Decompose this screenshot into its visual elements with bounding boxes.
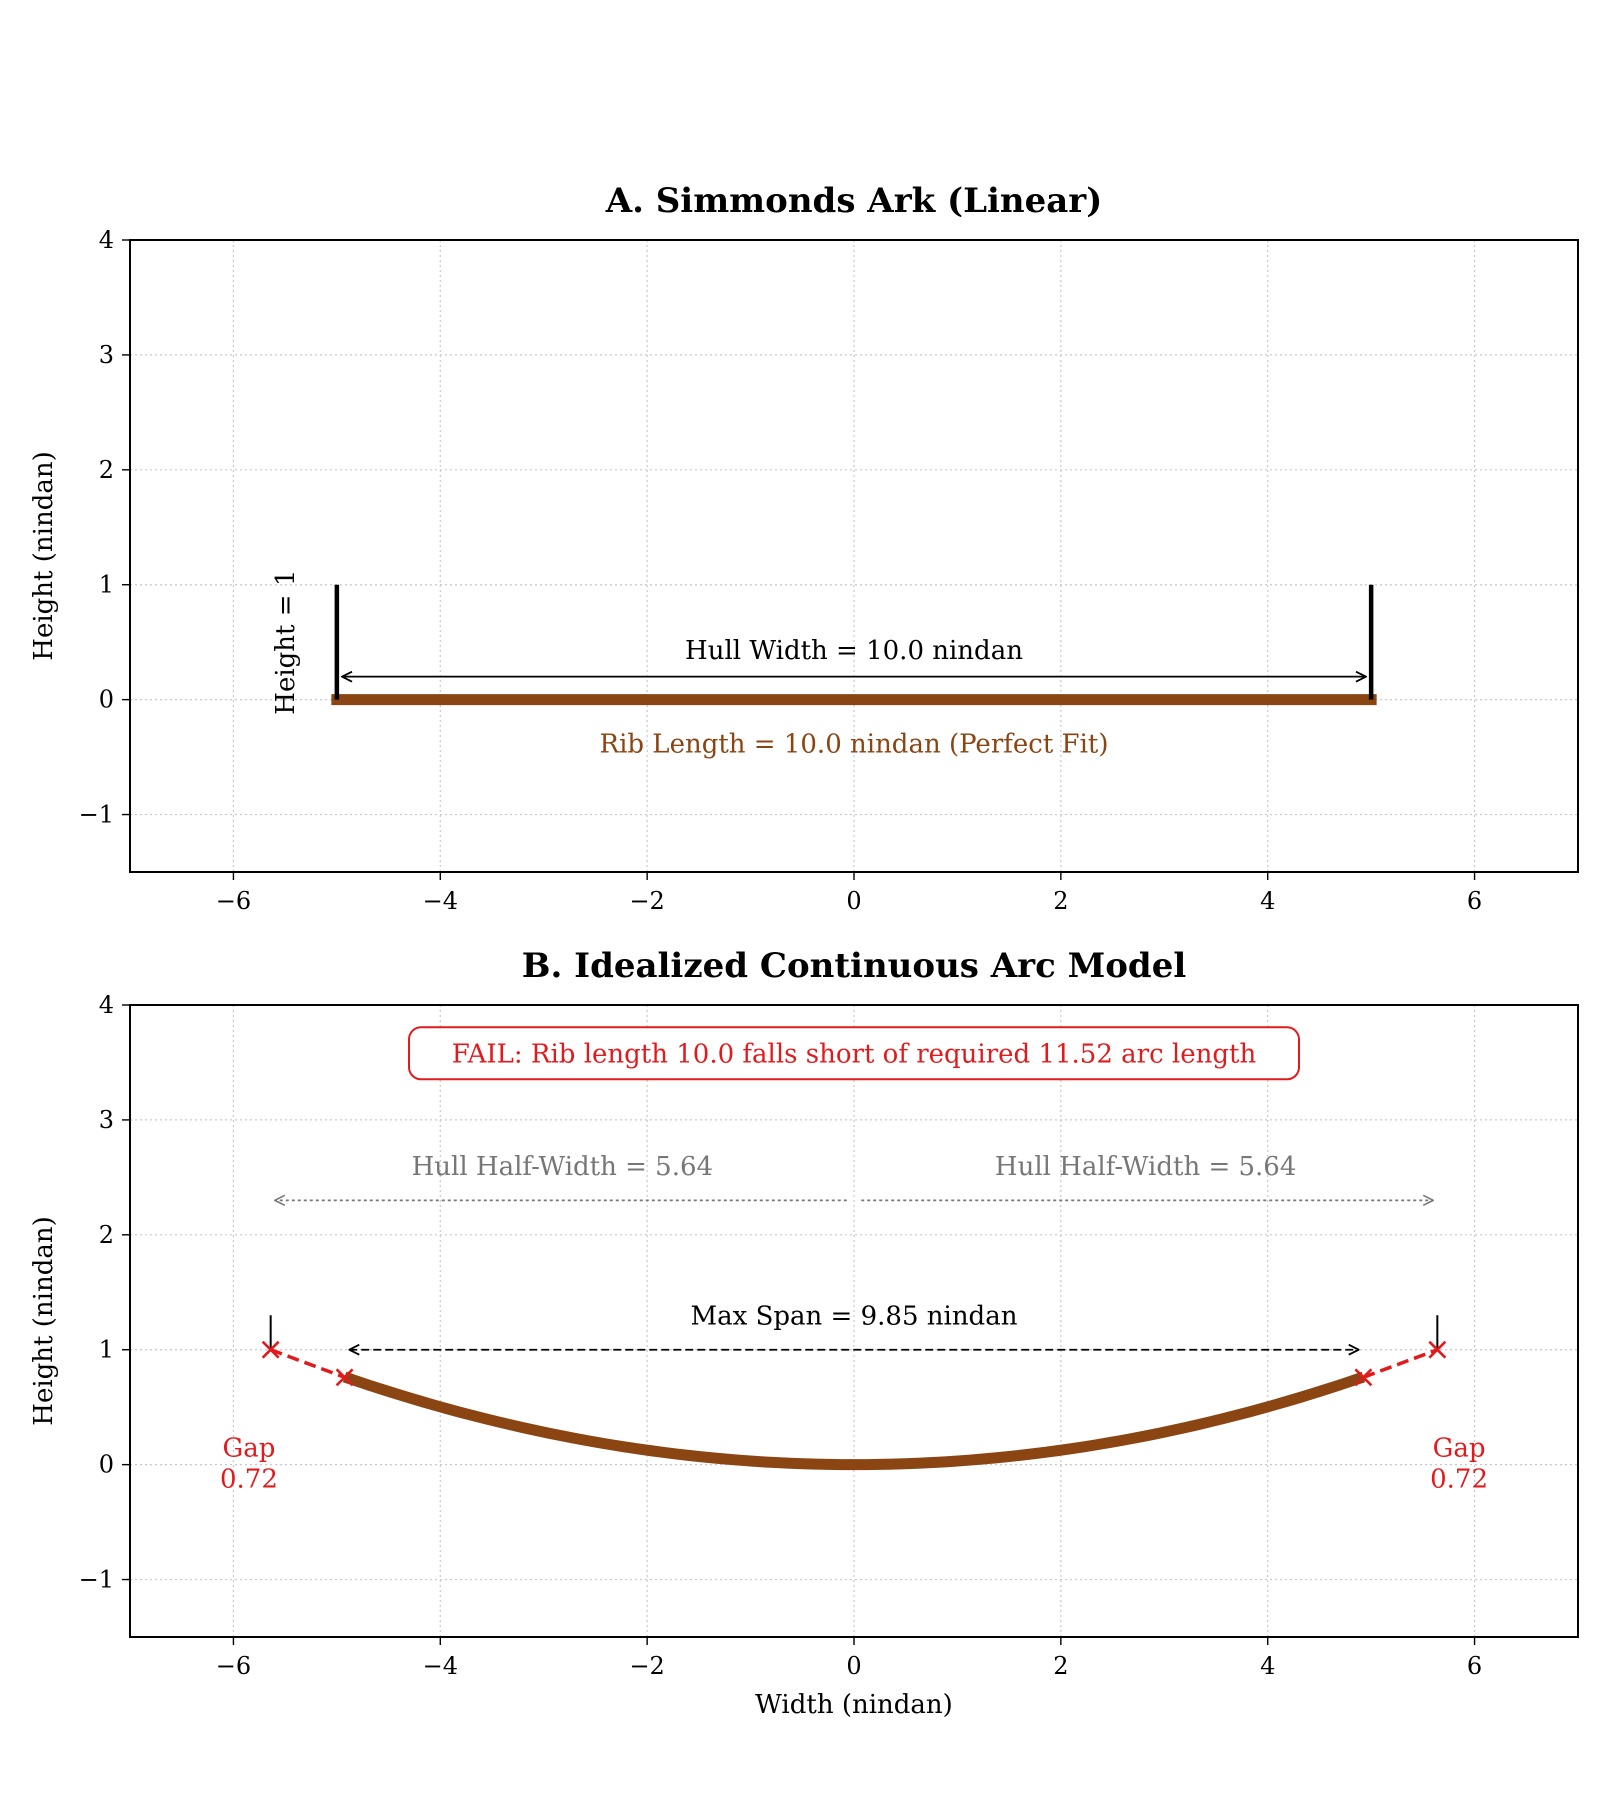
rib-arc-line xyxy=(342,1371,1366,1471)
y-tick-label: 2 xyxy=(99,456,114,484)
annotation-text: Rib Length = 10.0 nindan (Perfect Fit) xyxy=(600,729,1109,759)
annotation-text: FAIL: Rib length 10.0 falls short of req… xyxy=(452,1039,1257,1069)
chart-title: B. Idealized Continuous Arc Model xyxy=(522,946,1187,986)
panel-a-chart: −6 −4 −2 0 2 4 6 −1 0 1 2 3 4 A. Simmonds Ark (Linear… xyxy=(29,181,1579,915)
x-tick-label: −4 xyxy=(423,887,458,915)
plot-frame xyxy=(129,239,1579,873)
y-tick-label: −1 xyxy=(79,801,114,829)
chart-title: A. Simmonds Ark (Linear) xyxy=(605,181,1103,221)
annotation-text: Hull Half-Width = 5.64 xyxy=(995,1152,1297,1182)
x-tick-label: 0 xyxy=(846,887,861,915)
y-tick-label: 1 xyxy=(99,571,114,599)
y-tick-label: 3 xyxy=(99,341,114,369)
y-axis-label: Height (nindan) xyxy=(29,451,59,660)
endpoint-marker xyxy=(1428,1340,1447,1359)
annotation-text: 0.72 xyxy=(1430,1464,1488,1494)
x-tick-label: 4 xyxy=(1260,1652,1275,1680)
x-tick-label: 6 xyxy=(1467,887,1482,915)
y-tick-label: 0 xyxy=(99,1451,114,1479)
endpoint-marker xyxy=(335,1368,354,1387)
endpoint-marker xyxy=(1354,1368,1373,1387)
y-tick-label: −1 xyxy=(79,1566,114,1594)
panel-b-chart: −6 −4 −2 0 2 4 6 −1 0 1 2 3 4 B. Idealized Continuous… xyxy=(29,946,1579,1720)
x-tick-label: 2 xyxy=(1053,1652,1068,1680)
fail-message-box xyxy=(408,1026,1300,1081)
x-tick-label: −4 xyxy=(423,1652,458,1680)
x-tick-label: 6 xyxy=(1467,1652,1482,1680)
y-tick-label: 0 xyxy=(99,686,114,714)
annotation-text: Hull Width = 10.0 nindan xyxy=(685,636,1023,666)
annotation-text: Gap xyxy=(1433,1433,1486,1463)
gap-right-line xyxy=(1362,1348,1438,1379)
y-tick-label: 1 xyxy=(99,1336,114,1364)
endpoint-marker xyxy=(261,1340,280,1359)
x-tick-label: −6 xyxy=(216,1652,251,1680)
x-tick-label: −2 xyxy=(629,887,664,915)
gap-left-line xyxy=(270,1348,346,1379)
x-axis-label: Width (nindan) xyxy=(755,1690,953,1720)
annotation-text: Height = 1 xyxy=(271,570,301,715)
y-axis-label: Height (nindan) xyxy=(29,1216,59,1425)
y-tick-label: 3 xyxy=(99,1106,114,1134)
x-tick-label: 4 xyxy=(1260,887,1275,915)
plot-frame xyxy=(129,1004,1579,1638)
x-tick-label: −6 xyxy=(216,887,251,915)
annotation-text: 0.72 xyxy=(220,1464,278,1494)
x-tick-label: 0 xyxy=(846,1652,861,1680)
annotation-text: Max Span = 9.85 nindan xyxy=(691,1301,1018,1331)
y-tick-label: 4 xyxy=(99,991,114,1019)
x-tick-label: −2 xyxy=(629,1652,664,1680)
annotation-text: Hull Half-Width = 5.64 xyxy=(412,1152,714,1182)
annotation-text: Gap xyxy=(222,1433,275,1463)
y-tick-label: 2 xyxy=(99,1221,114,1249)
x-tick-label: 2 xyxy=(1053,887,1068,915)
y-tick-label: 4 xyxy=(99,226,114,254)
